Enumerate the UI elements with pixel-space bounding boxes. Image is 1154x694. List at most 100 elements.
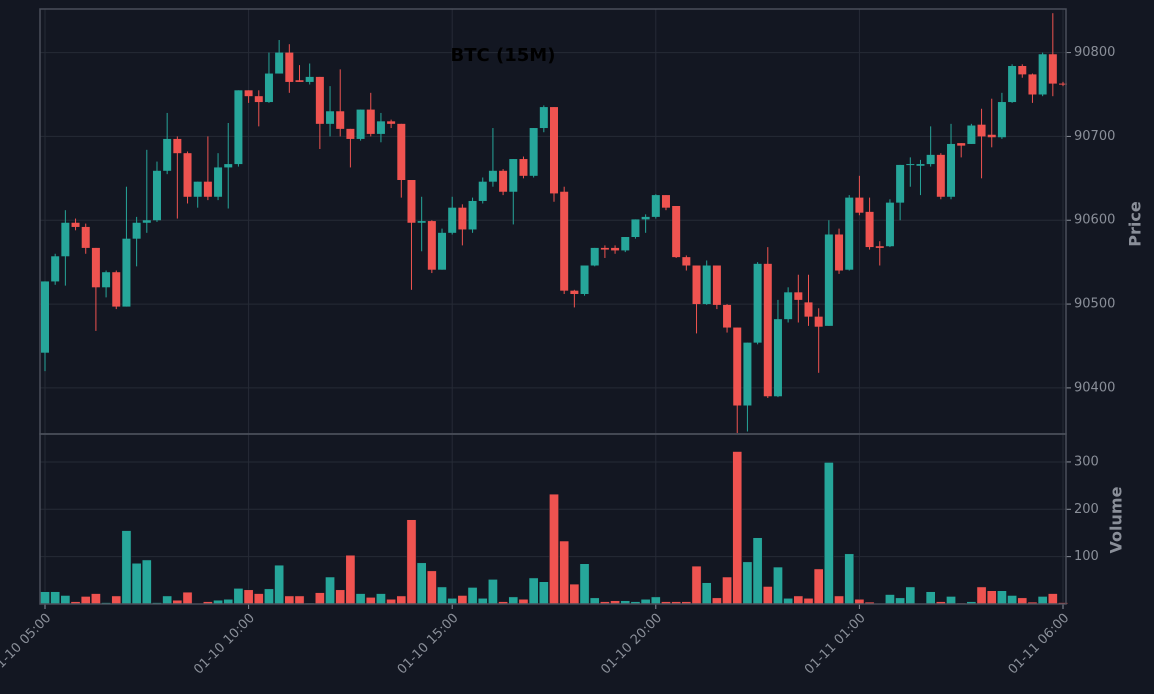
candle-body [326,111,335,124]
candle-body [835,234,844,271]
candle-body [743,342,752,406]
candle-body [234,90,243,165]
volume-bar [243,589,254,605]
volume-bar [569,583,580,605]
candle-body [244,90,253,97]
volume-bar [691,565,702,605]
candle-body [997,102,1006,138]
y-tick-label: 300 [1074,454,1099,469]
candle-body [733,327,742,406]
volume-bar [182,591,193,605]
candle-body [855,197,864,213]
candle-body [407,180,416,223]
candle-body [41,281,49,353]
volume-bar [783,598,793,605]
candle-body [651,195,660,217]
candle-body [488,170,497,182]
candle-body [773,319,782,397]
volume-bar [233,588,244,605]
candle-body [753,263,762,343]
candle-body [499,170,508,192]
candle-body [397,123,406,181]
candle-body [611,247,620,251]
candle-body [214,167,223,197]
volume-bar [752,537,763,605]
candle-body [641,216,650,220]
candle-body [346,128,355,139]
volume-bar [701,582,712,605]
volume-bar [111,595,122,605]
volume-bar [437,586,447,605]
volume-bar [274,564,284,605]
candle-body [458,207,467,230]
candle-body [152,170,161,221]
candle-body [1038,54,1047,95]
volume-bar [905,586,916,605]
candle-body [366,109,375,134]
volume-bar [294,595,305,605]
volume-bar [579,563,590,605]
candle-body [173,138,182,154]
candle-body [478,181,487,201]
candle-body [305,76,314,82]
candle-body [112,272,121,307]
candle-body [1048,54,1057,84]
candle-body [122,238,131,307]
volume-bar [834,595,844,605]
candle-body [1028,74,1037,95]
y-tick-label: 90800 [1074,45,1115,60]
candle-body [600,247,609,250]
volume-bar [722,576,732,605]
candle-body [448,207,457,233]
candle-body [417,221,426,223]
candle-body [529,128,538,176]
volume-bar [1047,593,1058,605]
volume-bar [986,590,997,605]
volume-bar [824,462,834,605]
volume-bar [803,598,814,605]
volume-bar [447,598,458,605]
candle-body [468,200,477,230]
candle-body [519,159,528,176]
candle-body [926,154,935,165]
candle-body [590,247,599,266]
candle-body [203,181,212,197]
candle-body [560,191,569,291]
candle-body [977,124,986,137]
candle-body [702,265,711,305]
candle-body [61,222,70,257]
candle-body [71,222,80,227]
chart-title: BTC (15M) [451,45,556,66]
candle-body [356,109,365,139]
volume-bar [885,594,895,605]
y-tick-label: 90600 [1074,213,1115,228]
volume-bar [477,598,488,605]
volume-bar [976,586,987,605]
candle-body [824,234,833,326]
candle-body [804,302,813,317]
candle-body [763,263,772,397]
candle-body [784,292,793,320]
candle-body [845,197,854,270]
candle-body [539,107,548,129]
candle-body [692,265,701,305]
candle-body [295,80,304,82]
y-tick-label: 100 [1074,549,1099,564]
y-tick-label: 90400 [1074,380,1115,395]
y-tick-label: 90700 [1074,129,1115,144]
candle-body [183,153,192,197]
volume-bar [773,566,783,605]
candle-body [193,181,202,197]
candle-body [712,265,721,305]
candle-body [1008,66,1017,103]
volume-bar [406,519,417,605]
volume-bar [538,581,549,605]
volume-bar [141,559,152,605]
candle-body [885,202,894,247]
volume-bar [946,596,956,605]
volume-bar [528,577,539,605]
volume-bar [712,597,722,605]
candle-body [936,154,945,197]
volume-bar [131,563,142,605]
